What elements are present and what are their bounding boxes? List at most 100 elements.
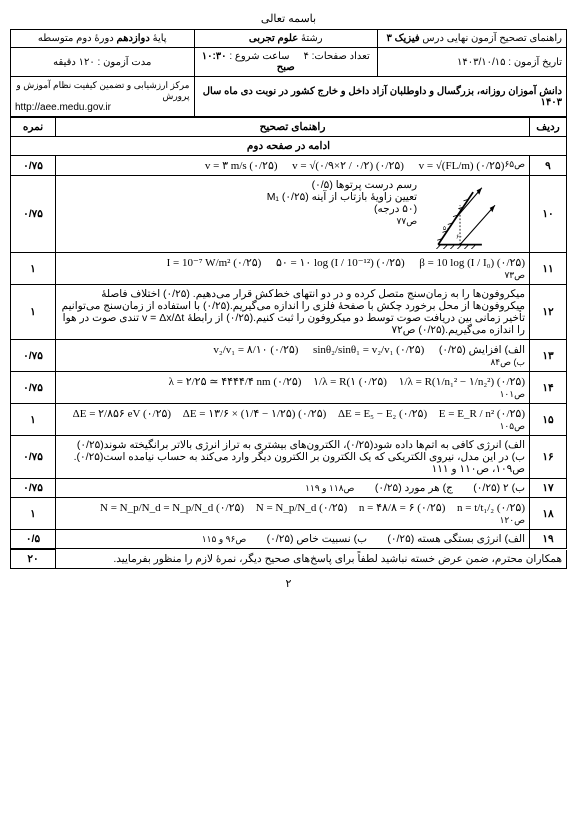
ref: ص۶۵ bbox=[504, 159, 525, 170]
line1: رسم درست پرتوها (۰/۵) bbox=[312, 179, 417, 191]
row-score: ۰/۵ bbox=[11, 530, 56, 549]
row-score: ۱ bbox=[11, 498, 56, 530]
row-no: ۱۸ bbox=[530, 498, 567, 530]
eq: n = ۴۸/۸ = ۶ (۰/۲۵) bbox=[359, 502, 445, 514]
ref: ص۷۷ bbox=[397, 216, 418, 226]
row-content: الف) انرژی کافی به اتم‌ها داده شود(۰/۲۵)… bbox=[56, 436, 530, 479]
eq: E = E_R / n² (۰/۲۵) bbox=[439, 408, 525, 420]
duration-value: ۱۲۰ دقیقه bbox=[53, 57, 95, 68]
pages-value: ۴ bbox=[303, 51, 308, 62]
table-row: ۱۸ N = N_p/N_d = N_p/N_d (۰/۲۵) N = N_p/… bbox=[11, 498, 567, 530]
table-row: ۱۹ الف) انرژی بستگی هسته (۰/۲۵) ب) نسبیت… bbox=[11, 530, 567, 549]
table-row: ۱۰ bbox=[11, 176, 567, 253]
row-no: ۱۰ bbox=[530, 176, 567, 253]
row-score: ۱ bbox=[11, 404, 56, 436]
l1: الف) انرژی کافی به اتم‌ها داده شود(۰/۲۵)… bbox=[77, 439, 525, 451]
ray-diagram: ۶۰ ۵۰ bbox=[430, 179, 525, 249]
page-number: ۲ bbox=[10, 577, 567, 590]
text: میکروفون‌ها را به زمان‌سنج متصل کرده و د… bbox=[62, 288, 525, 336]
ref: ب) ص۸۴ bbox=[490, 357, 525, 367]
row-content: ۶۰ ۵۰ رسم درست پرتوها (۰/۵) تعیین زاویهٔ… bbox=[56, 176, 530, 253]
table-row: ۱۳ الف) افزایش (۰/۲۵) v₂/v₁ = ۸/۱۰ (۰/۲۵… bbox=[11, 340, 567, 372]
row-no: ۱۵ bbox=[530, 404, 567, 436]
eq: I = 10⁻⁷ W/m² (۰/۲۵) bbox=[167, 257, 262, 269]
l1: ب) ۲ (۰/۲۵) bbox=[473, 482, 525, 494]
col-row-header: ردیف bbox=[530, 118, 567, 137]
eq: N = N_p/N_d (۰/۲۵) bbox=[256, 502, 347, 514]
svg-text:۵۰: ۵۰ bbox=[443, 225, 450, 232]
url-text: http://aee.medu.gov.ir bbox=[15, 102, 190, 113]
row-content: ص۶۵ v = ۳ m/s (۰/۲۵) v = √(۰/۹×۲ / ۰/۲) … bbox=[56, 156, 530, 176]
row-score: ۱ bbox=[11, 285, 56, 340]
branch: علوم تجربی bbox=[249, 33, 298, 44]
row-score: ۰/۷۵ bbox=[11, 436, 56, 479]
row-no: ۱۷ bbox=[530, 479, 567, 498]
date-label: تاریخ آزمون : bbox=[508, 57, 562, 68]
ref: ص۷۳ bbox=[504, 270, 525, 280]
eq: v₂/v₁ = ۸/۱۰ (۰/۲۵) bbox=[213, 344, 298, 356]
total-score: ۲۰ bbox=[11, 550, 56, 569]
row-content: میکروفون‌ها را به زمان‌سنج متصل کرده و د… bbox=[56, 285, 530, 340]
row-content: ΔE = ۲/۸۵۶ eV (۰/۲۵) ΔE = ۱۳/۶ × (۱/۴ − … bbox=[56, 404, 530, 436]
table-row: ۱۱ I = 10⁻⁷ W/m² (۰/۲۵) ۵۰ = ۱۰ log (I /… bbox=[11, 253, 567, 285]
row-score: ۱ bbox=[11, 253, 56, 285]
row-score: ۰/۷۵ bbox=[11, 176, 56, 253]
eq: ΔE = ۱۳/۶ × (۱/۴ − ۱/۲۵) (۰/۲۵) bbox=[183, 408, 327, 420]
duration-label: مدت آزمون : bbox=[98, 57, 152, 68]
date-value: ۱۴۰۳/۱۰/۱۵ bbox=[457, 57, 506, 68]
row-no: ۱۴ bbox=[530, 372, 567, 404]
eq: λ = ۲/۲۵ ≃ ۴۴۴۴/۴ nm (۰/۲۵) bbox=[169, 376, 302, 388]
eq: v = √(۰/۹×۲ / ۰/۲) (۰/۲۵) bbox=[292, 160, 404, 172]
ref: ص۹۶ و ۱۱۵ bbox=[202, 534, 246, 544]
l2: ج) هر مورد (۰/۲۵) bbox=[375, 482, 453, 494]
row-score: ۰/۷۵ bbox=[11, 479, 56, 498]
row-no: ۱۱ bbox=[530, 253, 567, 285]
eq: ΔE = E₅ − E₂ (۰/۲۵) bbox=[338, 408, 427, 420]
row-no: ۱۳ bbox=[530, 340, 567, 372]
eq: n = t/t₁/₂ (۰/۲۵) bbox=[457, 502, 525, 514]
row-content: ب) ۲ (۰/۲۵) ج) هر مورد (۰/۲۵) ص۱۱۸ و ۱۱۹ bbox=[56, 479, 530, 498]
level: دورهٔ دوم متوسطه bbox=[38, 33, 114, 44]
table-row: ۱۴ λ = ۲/۲۵ ≃ ۴۴۴۴/۴ nm (۰/۲۵) ۱/λ = R(۱… bbox=[11, 372, 567, 404]
eq: N = N_p/N_d = N_p/N_d (۰/۲۵) bbox=[100, 502, 244, 514]
eq: ΔE = ۲/۸۵۶ eV (۰/۲۵) bbox=[73, 408, 171, 420]
title-right: راهنمای تصحیح آزمون نهایی درس bbox=[422, 33, 562, 44]
row-content: λ = ۲/۲۵ ≃ ۴۴۴۴/۴ nm (۰/۲۵) ۱/λ = R(۱ (۰… bbox=[56, 372, 530, 404]
grade-label: پایهٔ bbox=[153, 33, 167, 44]
row-content: N = N_p/N_d = N_p/N_d (۰/۲۵) N = N_p/N_d… bbox=[56, 498, 530, 530]
row-no: ۱۲ bbox=[530, 285, 567, 340]
ref: ص۱۲۰ bbox=[500, 515, 525, 525]
ref: ص۱۰۱ bbox=[500, 389, 525, 399]
l2: ب) نسبیت خاص (۰/۲۵) bbox=[267, 533, 367, 545]
eq: v = ۳ m/s (۰/۲۵) bbox=[205, 160, 278, 172]
l2: ب) در این مدل، نیروی الکتریکی که یک الکت… bbox=[74, 451, 525, 475]
footer-text: همکاران محترم، ضمن عرض خسته نباشید لطفاً… bbox=[113, 553, 562, 565]
eq: ۱/λ = R(۱/n₁² − ۱/n₂²) (۰/۲۵) bbox=[399, 376, 525, 388]
row-no: ۹ bbox=[530, 156, 567, 176]
l1: الف) انرژی بستگی هسته (۰/۲۵) bbox=[387, 533, 525, 545]
line3: (۵۰ درجه) bbox=[374, 203, 417, 215]
row-content: الف) افزایش (۰/۲۵) v₂/v₁ = ۸/۱۰ (۰/۲۵) s… bbox=[56, 340, 530, 372]
l1: الف) افزایش (۰/۲۵) bbox=[439, 344, 525, 356]
start-label: ساعت شروع : bbox=[229, 51, 289, 62]
table-row: ۱۷ ب) ۲ (۰/۲۵) ج) هر مورد (۰/۲۵) ص۱۱۸ و … bbox=[11, 479, 567, 498]
continue-label: ادامه در صفحه دوم bbox=[11, 137, 567, 156]
ref: ص۱۰۵ bbox=[500, 421, 525, 431]
row-score: ۰/۷۵ bbox=[11, 156, 56, 176]
eq: ۱/λ = R(۱ (۰/۲۵) bbox=[313, 376, 387, 388]
answer-table: ردیف راهنمای تصحیح نمره ادامه در صفحه دو… bbox=[10, 117, 567, 549]
ref: ص۱۱۸ و ۱۱۹ bbox=[305, 483, 354, 493]
branch-label: رشتهٔ bbox=[301, 33, 323, 44]
org-text: مرکز ارزشیابی و تضمین کیفیت نظام آموزش و… bbox=[15, 80, 190, 102]
eq: ۵۰ = ۱۰ log (I / 10⁻¹²) (۰/۲۵) bbox=[276, 257, 405, 269]
svg-text:۶۰: ۶۰ bbox=[456, 234, 463, 241]
table-row: ۱۲ میکروفون‌ها را به زمان‌سنج متصل کرده … bbox=[11, 285, 567, 340]
row-content: الف) انرژی بستگی هسته (۰/۲۵) ب) نسبیت خا… bbox=[56, 530, 530, 549]
row-no: ۱۶ bbox=[530, 436, 567, 479]
row-no: ۱۹ bbox=[530, 530, 567, 549]
subject: فیزیک ۳ bbox=[386, 33, 419, 44]
pages-label: تعداد صفحات: bbox=[312, 51, 370, 62]
table-row: ۹ ص۶۵ v = ۳ m/s (۰/۲۵) v = √(۰/۹×۲ / ۰/۲… bbox=[11, 156, 567, 176]
row-content: I = 10⁻⁷ W/m² (۰/۲۵) ۵۰ = ۱۰ log (I / 10… bbox=[56, 253, 530, 285]
students-text: دانش آموزان روزانه، بزرگسال و داوطلبان آ… bbox=[203, 86, 562, 108]
